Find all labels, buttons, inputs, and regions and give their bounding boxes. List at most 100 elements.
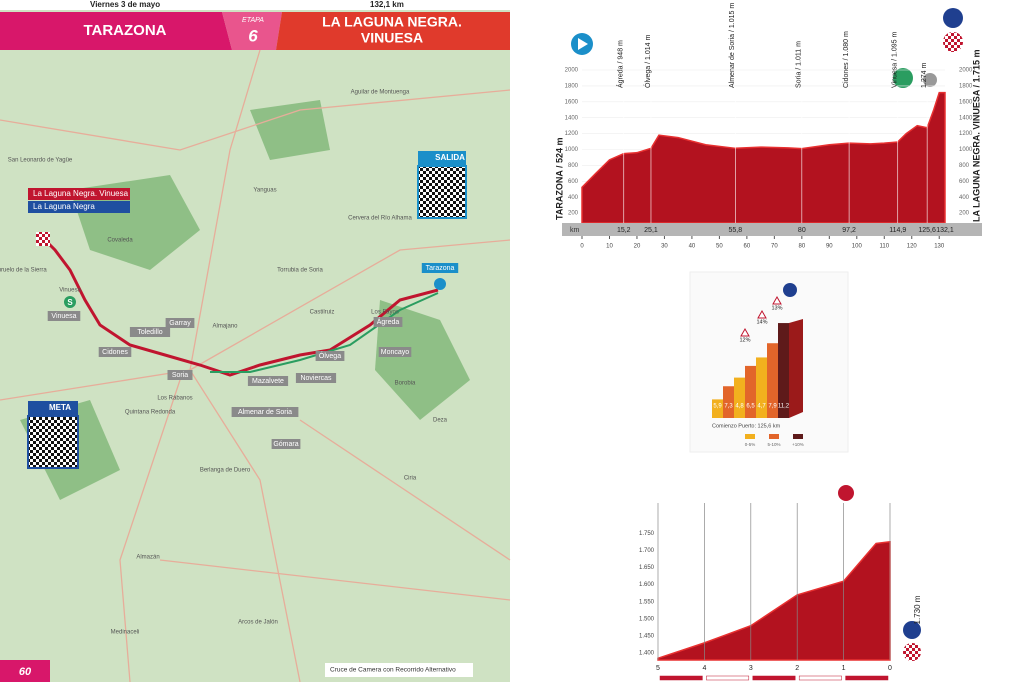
x-tick-label: 80	[798, 244, 805, 250]
y-tick-label: 400	[568, 195, 579, 201]
town-label: Gómara	[273, 441, 298, 448]
town-label: Cervera del Río Alhama	[348, 216, 412, 222]
grade-label: 7,9	[768, 404, 777, 410]
km-mark: 125,6	[918, 227, 936, 234]
legend-label: La Laguna Negra. Vinuesa	[33, 189, 129, 198]
stage-banner	[222, 12, 282, 50]
y-tick-label: 2000	[565, 68, 579, 74]
legend-label: +10%	[792, 442, 804, 447]
town-box	[421, 263, 459, 273]
distance: 132,1 km	[370, 0, 404, 9]
climb-badge	[903, 621, 921, 639]
town-box	[271, 439, 301, 449]
town-label: Vinuesa	[59, 288, 81, 294]
climb-badge	[838, 485, 854, 501]
town-label: Vinuesa	[51, 313, 76, 320]
finish-banner	[276, 12, 510, 50]
town-label: Ciria	[404, 476, 417, 482]
km-bar	[562, 223, 982, 236]
climb-segment	[745, 365, 756, 418]
x-tick-label: 130	[934, 244, 945, 250]
date: Viernes 3 de mayo	[90, 0, 160, 9]
y-tick-label: 1.600	[639, 582, 655, 588]
km-mark: 132,1	[936, 227, 954, 234]
grade-label: 5,9	[713, 404, 722, 410]
footnote-box	[325, 663, 473, 677]
top-strip	[0, 0, 510, 10]
grade-label: 11,2	[778, 404, 790, 410]
y-tick-label: 1400	[565, 115, 579, 121]
climb-badge	[943, 8, 963, 28]
y-tick-label: 1.500	[639, 616, 655, 622]
town-label: Almazán	[136, 555, 159, 561]
x-tick-label: 70	[771, 244, 778, 250]
x-tick-label: 90	[826, 244, 833, 250]
town-box	[315, 351, 345, 361]
y-tick-label: 1800	[565, 83, 579, 89]
town-label: Los Fayos	[371, 310, 399, 316]
play-icon	[578, 38, 588, 50]
climb-badge	[783, 283, 797, 297]
y-tick-label: 2000	[959, 68, 973, 74]
peak-label: 14%	[756, 319, 767, 325]
town-box	[165, 318, 195, 328]
grade-label: 4,8	[735, 404, 744, 410]
peak-label: 12%	[739, 337, 750, 343]
start-name: TARAZONA	[83, 22, 166, 39]
km-mark: 55,8	[729, 227, 743, 234]
town-box	[247, 376, 289, 386]
grade-label: 4,7	[757, 404, 766, 410]
finish-qr	[27, 415, 79, 469]
grade-label: 6,5	[746, 404, 755, 410]
finish-icon	[36, 232, 50, 246]
y-tick-label: 800	[568, 163, 579, 169]
town-label: Garray	[169, 320, 191, 327]
stage-word: ETAPA	[242, 17, 264, 24]
qr-label: SALIDA	[435, 153, 465, 162]
climb-side	[789, 319, 803, 418]
climb-segment	[734, 377, 745, 418]
peak-label: 13%	[771, 305, 782, 311]
km-mark: 15,2	[617, 227, 631, 234]
sprint-label: S	[67, 298, 73, 307]
legend-label: 5-10%	[767, 442, 780, 447]
finish-name: VINUESA	[361, 30, 423, 46]
town-label: Ágreda	[377, 317, 400, 326]
town-box	[373, 317, 403, 327]
y-tick-label: 400	[959, 195, 970, 201]
y-tick-label: 1.700	[639, 548, 655, 554]
town-box	[231, 407, 299, 417]
waypoint-label: 1.274 m	[921, 63, 928, 88]
y-tick-label: 200	[959, 211, 970, 217]
x-tick-label: 110	[879, 244, 889, 250]
waypoint-label: Cidones / 1.080 m	[843, 31, 850, 88]
altitude-label: 1.730 m	[913, 595, 922, 624]
x-tick-label: 60	[744, 244, 751, 250]
x-tick-label: 2	[795, 665, 799, 672]
x-tick-label: 30	[661, 244, 668, 250]
stage-number: 6	[248, 26, 258, 45]
km-mark: 25,1	[644, 227, 658, 234]
x-tick-label: 50	[716, 244, 723, 250]
y-tick-label: 200	[568, 211, 579, 217]
km-mark: 80	[798, 227, 806, 234]
climb-segment	[767, 343, 778, 418]
x-tick-label: 4	[702, 665, 706, 672]
start-label: TARAZONA / 524 m	[554, 137, 564, 220]
grade-label: 7,3	[724, 404, 733, 410]
km-word: km	[570, 227, 580, 234]
x-tick-label: 1	[842, 665, 846, 672]
start-qr	[417, 165, 467, 219]
town-label: Berlanga de Duero	[200, 468, 251, 474]
finish-icon	[903, 643, 921, 661]
town-label: Yanguas	[253, 188, 276, 194]
finish-qr-header	[28, 401, 78, 415]
y-tick-label: 1.550	[639, 599, 655, 605]
town-box	[129, 327, 171, 337]
x-tick-label: 10	[606, 244, 613, 250]
town-label: Los Rábanos	[157, 396, 192, 402]
km-bar	[659, 675, 703, 681]
route	[43, 238, 439, 377]
y-tick-label: 600	[959, 179, 970, 185]
town-box	[98, 347, 132, 357]
